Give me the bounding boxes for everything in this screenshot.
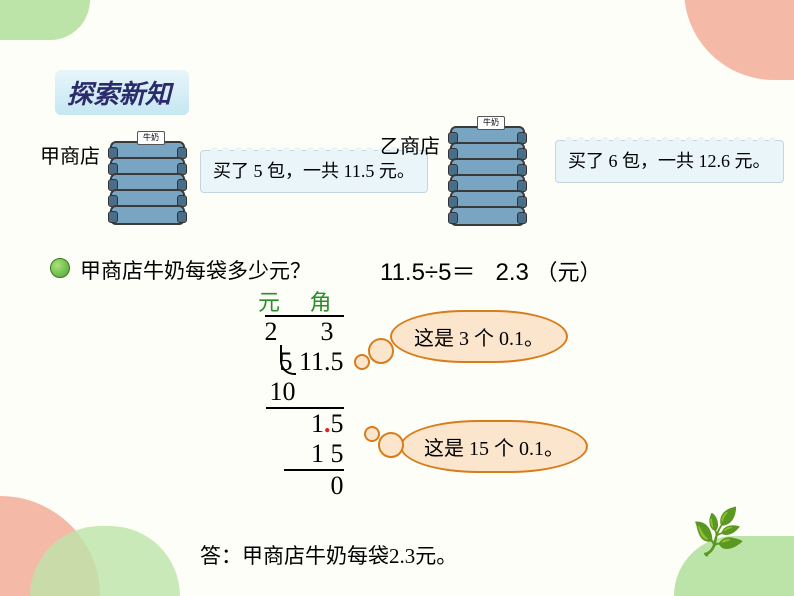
milk-icon: 牛奶 [137,131,165,145]
equation-lhs: 11.5÷5＝ [380,259,475,286]
calc-r1a: 1 [311,409,324,438]
milk-icon: 牛奶 [477,116,505,130]
shop-b-note: 买了 6 包，一共 12.6 元。 [555,140,784,183]
question-text: 甲商店牛奶每袋多少元？ [80,255,311,285]
answer-text: 答：甲商店牛奶每袋2.3元。 [200,540,457,570]
calc-quotient: 2 3 [265,317,344,346]
decor-top-right [684,0,794,80]
shop-a-label: 甲商店 [40,140,100,169]
calc-r1b: 5 [331,409,344,438]
cloud-note-2: 这是 15 个 0.1。 [400,420,588,473]
section-title: 探索新知 [55,70,189,115]
cloud-note-1: 这是 3 个 0.1。 [390,310,568,363]
shop-b-label: 乙商店 [380,130,440,159]
calc-dividend: 11.5 [299,347,344,376]
shop-a-stack: 牛奶 [110,145,185,225]
equation-unit: （元） [536,260,602,285]
calc-header: 元 角 [250,290,344,315]
shop-b-stack: 牛奶 [450,130,525,226]
calc-r2: 0 [331,471,344,500]
calc-s2: 1 5 [311,439,344,468]
long-division: 元 角 2 3 5 11.5 10 1.5 1 5 0 [250,290,344,501]
equation-rhs: 2.3 [495,259,528,286]
bullet-icon [50,258,70,278]
equation: 11.5÷5＝ 2.3 （元） [380,252,602,287]
calc-s1: 10 [270,377,296,406]
plant-icon: 🌿 [690,505,747,560]
decor-top-left [0,0,90,40]
